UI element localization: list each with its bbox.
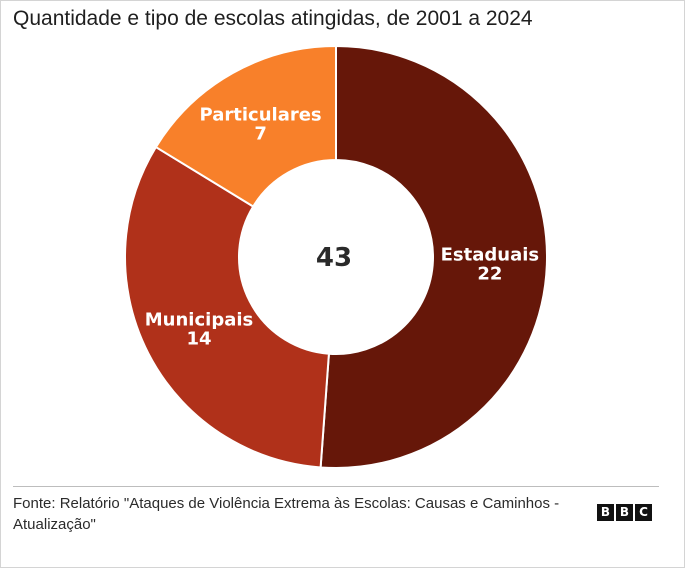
slice-value-particulares: 7 — [254, 124, 267, 145]
chart-title: Quantidade e tipo de escolas atingidas, … — [13, 7, 533, 30]
slice-group — [124, 44, 548, 469]
logo-letter: B — [597, 504, 614, 521]
logo-letter: C — [635, 504, 652, 521]
source-text: Fonte: Relatório "Ataques de Violência E… — [13, 495, 560, 533]
slice-value-municipais: 14 — [186, 328, 211, 349]
slice-particulares — [154, 44, 337, 208]
logo-letter: B — [616, 504, 633, 521]
bbc-logo: B B C — [597, 504, 652, 521]
slice-estaduais — [319, 44, 548, 469]
slice-label-municipais: Municipais — [145, 309, 253, 330]
slice-label-estaduais: Estaduais — [441, 245, 540, 266]
total-label: 43 — [316, 243, 352, 273]
slice-value-estaduais: 22 — [477, 264, 502, 285]
slice-label-particulares: Particulares — [200, 105, 322, 126]
divider — [13, 486, 659, 487]
slice-municipais — [124, 145, 330, 469]
